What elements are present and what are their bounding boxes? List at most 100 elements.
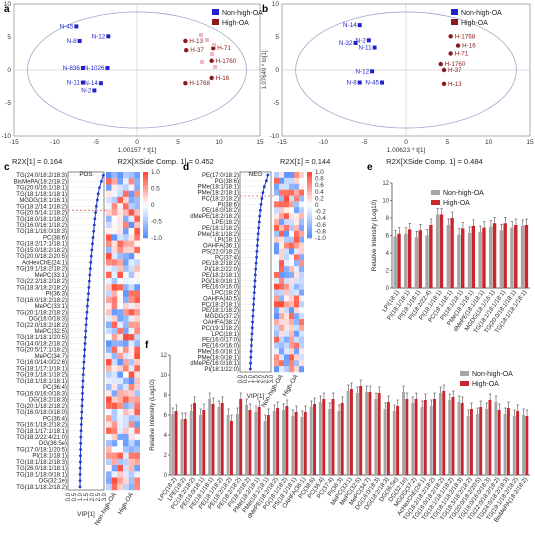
y-tick-label: 5: [275, 34, 279, 41]
vip-point: [258, 208, 262, 212]
bar-high: [377, 393, 381, 475]
heatmap-cell: [274, 260, 279, 267]
heatmap-cell: [128, 365, 135, 372]
heatmap-cell: [284, 354, 289, 361]
color-scale-step: [143, 175, 148, 179]
heatmap-cell: [106, 284, 112, 291]
heatmap-cell: [111, 290, 118, 297]
heatmap-cell: [284, 313, 289, 320]
vip-point: [79, 423, 83, 426]
vip-row-label: PI(18:1/18:1): [32, 454, 67, 460]
scatter-point-non-high: [80, 80, 85, 85]
vip-row-label: MePC(32:5): [35, 329, 67, 335]
bar-non-high: [217, 407, 221, 475]
heatmap-cell: [111, 234, 118, 241]
heatmap-cell: [279, 289, 284, 296]
color-scale-step: [143, 228, 148, 232]
vip-point: [251, 314, 255, 318]
legend-label-non-high: Non-high-OA: [222, 10, 263, 17]
legend-label-non-high: Non-high-OA: [443, 190, 484, 197]
heatmap-cell: [279, 177, 284, 184]
bar-non-high: [522, 415, 525, 475]
heatmap-cell: [289, 236, 294, 243]
vip-x-tick: 1.5: [84, 492, 90, 501]
heatmap-cell: [284, 207, 289, 214]
heatmap-cell: [106, 359, 112, 366]
heatmap-cell: [117, 184, 123, 191]
heatmap-cell: [111, 259, 118, 266]
heatmap-cell: [123, 190, 129, 198]
heatmap-cell: [128, 452, 135, 460]
vip-point: [92, 223, 96, 227]
point-label: H-16: [216, 75, 230, 82]
bar-high: [248, 410, 252, 475]
x-tick-label: -15: [9, 139, 19, 146]
heatmap-cell: [294, 201, 299, 208]
bar-non-high: [510, 227, 514, 288]
heatmap-cell: [299, 336, 304, 343]
bar-high: [276, 408, 280, 475]
heatmap-cell: [284, 289, 289, 296]
color-scale-step: [307, 211, 312, 216]
heatmap-cell: [123, 315, 129, 322]
bar-non-high: [499, 230, 504, 288]
heatmap-cell: [134, 359, 140, 366]
heatmap-cell: [274, 324, 279, 332]
heatmap-cell: [117, 196, 123, 204]
vip-point: [252, 291, 256, 294]
heatmap-cell: [284, 366, 289, 373]
vip-row-label: TG(18:3/18:2/18:2): [16, 285, 67, 291]
bar-high: [239, 399, 243, 475]
vip-x-tick: 2.0: [90, 492, 96, 501]
heatmap-cell: [274, 242, 279, 249]
heatmap-cell: [134, 371, 140, 378]
point-label: N-2: [81, 87, 92, 94]
vip-row-label: LPI(18:1): [214, 238, 239, 244]
heatmap-cell: [128, 203, 135, 210]
vip-row-label: PE(18:1/18:2): [202, 226, 239, 232]
x-tick-label: 5: [446, 139, 450, 146]
heatmap-cell: [289, 330, 294, 337]
heatmap-cell: [123, 327, 129, 335]
heatmap-cell: [128, 309, 135, 316]
heatmap-cell: [284, 272, 289, 279]
heatmap-cell: [284, 277, 289, 284]
heatmap-cell: [274, 330, 279, 337]
heatmap-cell: [289, 183, 294, 190]
heatmap-cell: [128, 390, 135, 397]
heatmap-cell: [123, 203, 129, 210]
vip-row-label: DG(16:0/18:3): [29, 317, 67, 323]
vip-point: [99, 179, 103, 183]
scatter-point-non-high: [357, 23, 362, 28]
heatmap-cell: [134, 458, 140, 466]
point-label: N-45: [60, 23, 74, 30]
color-scale-step: [307, 231, 312, 235]
heatmap-cell: [274, 360, 279, 367]
heatmap-cell: [128, 240, 135, 248]
heatmap-cell: [284, 236, 289, 243]
bar-non-high: [189, 411, 193, 475]
vip-row-label: PC(36:4): [43, 385, 67, 391]
heatmap-cell: [134, 228, 140, 235]
bar-non-high: [512, 416, 516, 475]
heatmap-cell: [128, 321, 135, 329]
heatmap-cell: [123, 477, 129, 484]
heatmap-cell: [106, 315, 112, 322]
legend-swatch-high: [451, 19, 458, 25]
legend-label-high: High-OA: [443, 200, 470, 207]
bar-high: [183, 419, 187, 475]
heatmap-cell: [128, 253, 135, 260]
heatmap-cell: [123, 184, 129, 191]
heatmap-cell: [123, 415, 129, 422]
bar-non-high: [374, 399, 378, 475]
scatter-point-high: [441, 81, 447, 87]
heatmap-cell: [111, 327, 118, 335]
point-label: N-32: [339, 40, 353, 47]
heatmap-cell: [117, 290, 123, 297]
heatmap-group-label: High-OA: [282, 373, 301, 398]
heatmap-cell: [123, 290, 129, 297]
vip-point: [86, 298, 90, 302]
heatmap-cell: [111, 352, 118, 360]
heatmap-cell: [106, 296, 112, 304]
heatmap-cell: [134, 471, 140, 478]
